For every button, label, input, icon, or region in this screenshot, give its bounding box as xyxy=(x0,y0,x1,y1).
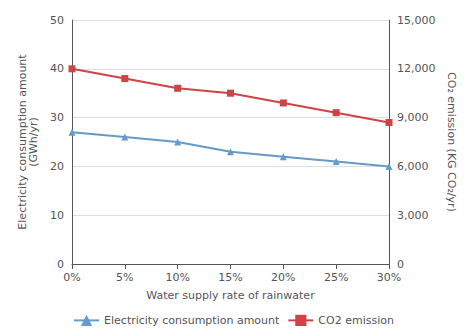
svg-text:10: 10 xyxy=(50,209,64,222)
svg-text:(GWh/yr): (GWh/yr) xyxy=(27,117,40,167)
svg-text:9,000: 9,000 xyxy=(397,111,429,124)
svg-text:50: 50 xyxy=(50,14,64,27)
svg-text:Electricity consumption amount: Electricity consumption amount xyxy=(16,54,30,230)
svg-text:20: 20 xyxy=(50,160,64,173)
svg-text:20%: 20% xyxy=(271,271,295,284)
svg-text:40: 40 xyxy=(50,62,64,75)
svg-text:30%: 30% xyxy=(377,271,401,284)
svg-text:0: 0 xyxy=(57,258,64,271)
svg-text:15%: 15% xyxy=(218,271,242,284)
svg-text:5%: 5% xyxy=(116,271,133,284)
svg-text:10%: 10% xyxy=(165,271,189,284)
svg-text:3,000: 3,000 xyxy=(397,209,429,222)
svg-text:25%: 25% xyxy=(324,271,348,284)
svg-text:CO2 emission: CO2 emission xyxy=(318,314,394,327)
svg-text:0%: 0% xyxy=(63,271,80,284)
svg-text:15,000: 15,000 xyxy=(397,14,436,27)
svg-text:6,000: 6,000 xyxy=(397,160,429,173)
svg-text:CO₂ emission (KG CO₂/yr): CO₂ emission (KG CO₂/yr) xyxy=(445,72,458,212)
svg-text:12,000: 12,000 xyxy=(397,62,436,75)
svg-text:Electricity consumption amount: Electricity consumption amount xyxy=(104,314,280,327)
svg-text:Water supply rate of rainwater: Water supply rate of rainwater xyxy=(146,289,315,302)
svg-text:0: 0 xyxy=(397,258,404,271)
svg-text:30: 30 xyxy=(50,111,64,124)
